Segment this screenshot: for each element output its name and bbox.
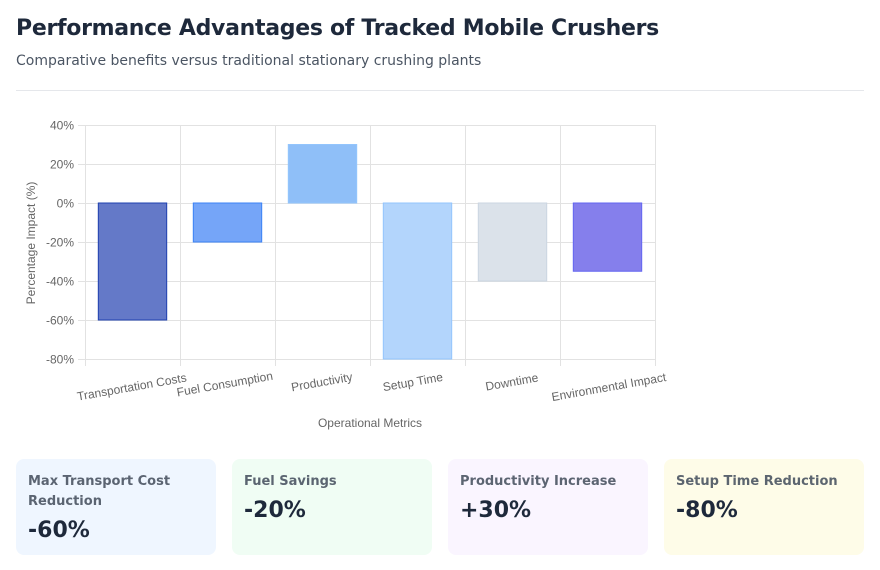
page-subtitle: Comparative benefits versus traditional … <box>16 53 482 69</box>
y-tick-label: 40% <box>50 119 74 133</box>
chart-grid <box>78 125 656 366</box>
x-tick-label: Fuel Consumption <box>176 369 274 400</box>
chart-bars <box>97 144 643 360</box>
stat-card-value: -80% <box>676 498 738 523</box>
x-tick-label: Environmental Impact <box>550 370 667 404</box>
x-axis-label: Operational Metrics <box>318 416 422 430</box>
y-tick-label: -80% <box>46 353 74 367</box>
stat-card-value: +30% <box>460 498 532 523</box>
stat-card-label: Fuel Savings <box>244 474 337 489</box>
y-tick-label: 20% <box>50 158 74 172</box>
stat-cards: Max Transport Cost Reduction -60% Fuel S… <box>16 459 864 555</box>
bar-chart: 40% 20% 0% -20% -40% -60% -80% Transportation … <box>24 119 668 431</box>
bar-productivity <box>287 144 358 204</box>
stat-card-label: Setup Time Reduction <box>676 474 838 489</box>
bar-fuel-consumption <box>192 202 263 243</box>
stat-card-productivity: Productivity Increase +30% <box>448 459 648 555</box>
bar-environmental-impact <box>572 202 643 272</box>
y-axis-ticks: 40% 20% 0% -20% -40% -60% -80% <box>46 119 74 367</box>
x-tick-label: Setup Time <box>382 370 445 394</box>
y-tick-label: 0% <box>57 197 75 211</box>
y-axis-label: Percentage Impact (%) <box>24 182 38 305</box>
header-divider <box>16 90 864 91</box>
bar-transportation-costs <box>97 202 168 321</box>
bar-setup-time <box>382 202 453 360</box>
stat-card-transport: Max Transport Cost Reduction -60% <box>16 459 216 555</box>
x-tick-label: Downtime <box>484 370 539 393</box>
page-title: Performance Advantages of Tracked Mobile… <box>16 16 659 41</box>
stat-card-label: Max Transport Cost Reduction <box>28 474 171 509</box>
y-tick-label: -40% <box>46 275 74 289</box>
stat-card-label: Productivity Increase <box>460 474 617 489</box>
x-tick-label: Transportation Costs <box>76 371 188 404</box>
stat-card-value: -60% <box>28 518 90 543</box>
y-tick-label: -20% <box>46 236 74 250</box>
y-tick-label: -60% <box>46 314 74 328</box>
stat-card-setup: Setup Time Reduction -80% <box>664 459 864 555</box>
stat-card-fuel: Fuel Savings -20% <box>232 459 432 555</box>
bar-downtime <box>477 202 548 282</box>
stat-card-value: -20% <box>244 498 306 523</box>
x-tick-label: Productivity <box>290 370 354 395</box>
